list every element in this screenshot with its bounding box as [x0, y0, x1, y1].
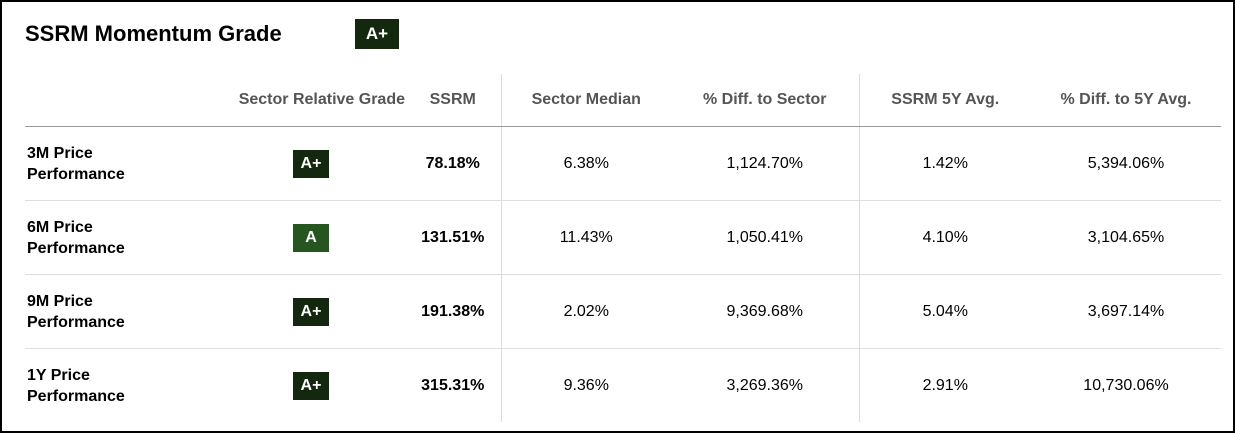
row-label-line1: 3M Price	[27, 144, 93, 162]
diff-to-5y-avg-value: 3,104.65%	[1031, 200, 1221, 275]
table-row: 9M Price Performance A+ 191.38% 2.02% 9,…	[25, 274, 1221, 349]
sector-median-value: 11.43%	[500, 200, 671, 275]
ssrm-5y-avg-value: 2.91%	[858, 348, 1031, 422]
diff-to-sector-value: 9,369.68%	[671, 274, 859, 349]
overall-grade-badge: A+	[355, 19, 399, 49]
grade-badge: A+	[293, 297, 329, 326]
table-row: 3M Price Performance A+ 78.18% 6.38% 1,1…	[25, 126, 1221, 201]
row-label-line2: Performance	[27, 165, 125, 183]
header-ssrm-5y-avg: SSRM 5Y Avg.	[858, 74, 1031, 127]
ssrm-value: 315.31%	[421, 376, 485, 394]
ssrm-value: 78.18%	[405, 126, 501, 201]
sector-median-value: 9.36%	[500, 348, 671, 422]
panel-title: SSRM Momentum Grade	[25, 21, 282, 46]
grade-cell: A	[177, 200, 405, 275]
row-label-line2: Performance	[27, 239, 125, 257]
grade-cell: A+	[177, 126, 405, 201]
grade-badge: A+	[293, 371, 329, 400]
sector-median-value: 2.02%	[500, 274, 671, 349]
diff-to-5y-avg-value: 3,697.14%	[1031, 274, 1221, 349]
header-ssrm: SSRM	[405, 74, 501, 127]
ssrm-value: 191.38%	[405, 274, 501, 349]
row-label-line2: Performance	[27, 387, 125, 405]
diff-to-sector-value: 3,269.36%	[726, 376, 803, 394]
row-label-line1: 9M Price	[27, 292, 93, 310]
diff-to-sector-value: 1,124.70%	[671, 126, 859, 201]
diff-to-sector-value: 1,050.41%	[671, 200, 859, 275]
grade-cell: A+	[177, 349, 405, 423]
table-row: 6M Price Performance A 131.51% 11.43% 1,…	[25, 200, 1221, 275]
header-sector-median: Sector Median	[500, 74, 671, 127]
diff-to-5y-avg-value: 5,394.06%	[1031, 126, 1221, 201]
row-label: 6M Price Performance	[25, 200, 177, 275]
header-diff-to-5y-avg: % Diff. to 5Y Avg.	[1031, 74, 1221, 127]
grade-badge: A+	[293, 149, 329, 178]
header-sector-relative-grade: Sector Relative Grade	[177, 74, 405, 127]
diff-to-5y-avg-value: 10,730.06%	[1083, 376, 1169, 394]
ssrm-value: 131.51%	[405, 200, 501, 275]
row-label: 9M Price Performance	[25, 274, 177, 349]
momentum-table: Sector Relative Grade SSRM Sector Median…	[25, 74, 1221, 422]
row-label: 3M Price Performance	[25, 126, 177, 201]
table-header-row: Sector Relative Grade SSRM Sector Median…	[25, 74, 1221, 127]
header-diff-to-sector: % Diff. to Sector	[671, 74, 859, 127]
grade-cell: A+	[177, 274, 405, 349]
row-label-line1: 6M Price	[27, 218, 93, 236]
ssrm-5y-avg-value: 5.04%	[858, 274, 1031, 349]
sector-median-value: 6.38%	[500, 126, 671, 201]
header-metric	[25, 74, 177, 127]
row-label: 1Y Price Performance	[25, 349, 177, 423]
row-label-line1: 1Y Price	[27, 366, 90, 384]
ssrm-5y-avg-value: 1.42%	[858, 126, 1031, 201]
row-label-line2: Performance	[27, 313, 125, 331]
ssrm-5y-avg-value: 4.10%	[858, 200, 1031, 275]
table-row: 1Y Price Performance A+ 315.31% 9.36% 3,…	[25, 348, 1221, 423]
grade-badge: A	[293, 223, 329, 252]
